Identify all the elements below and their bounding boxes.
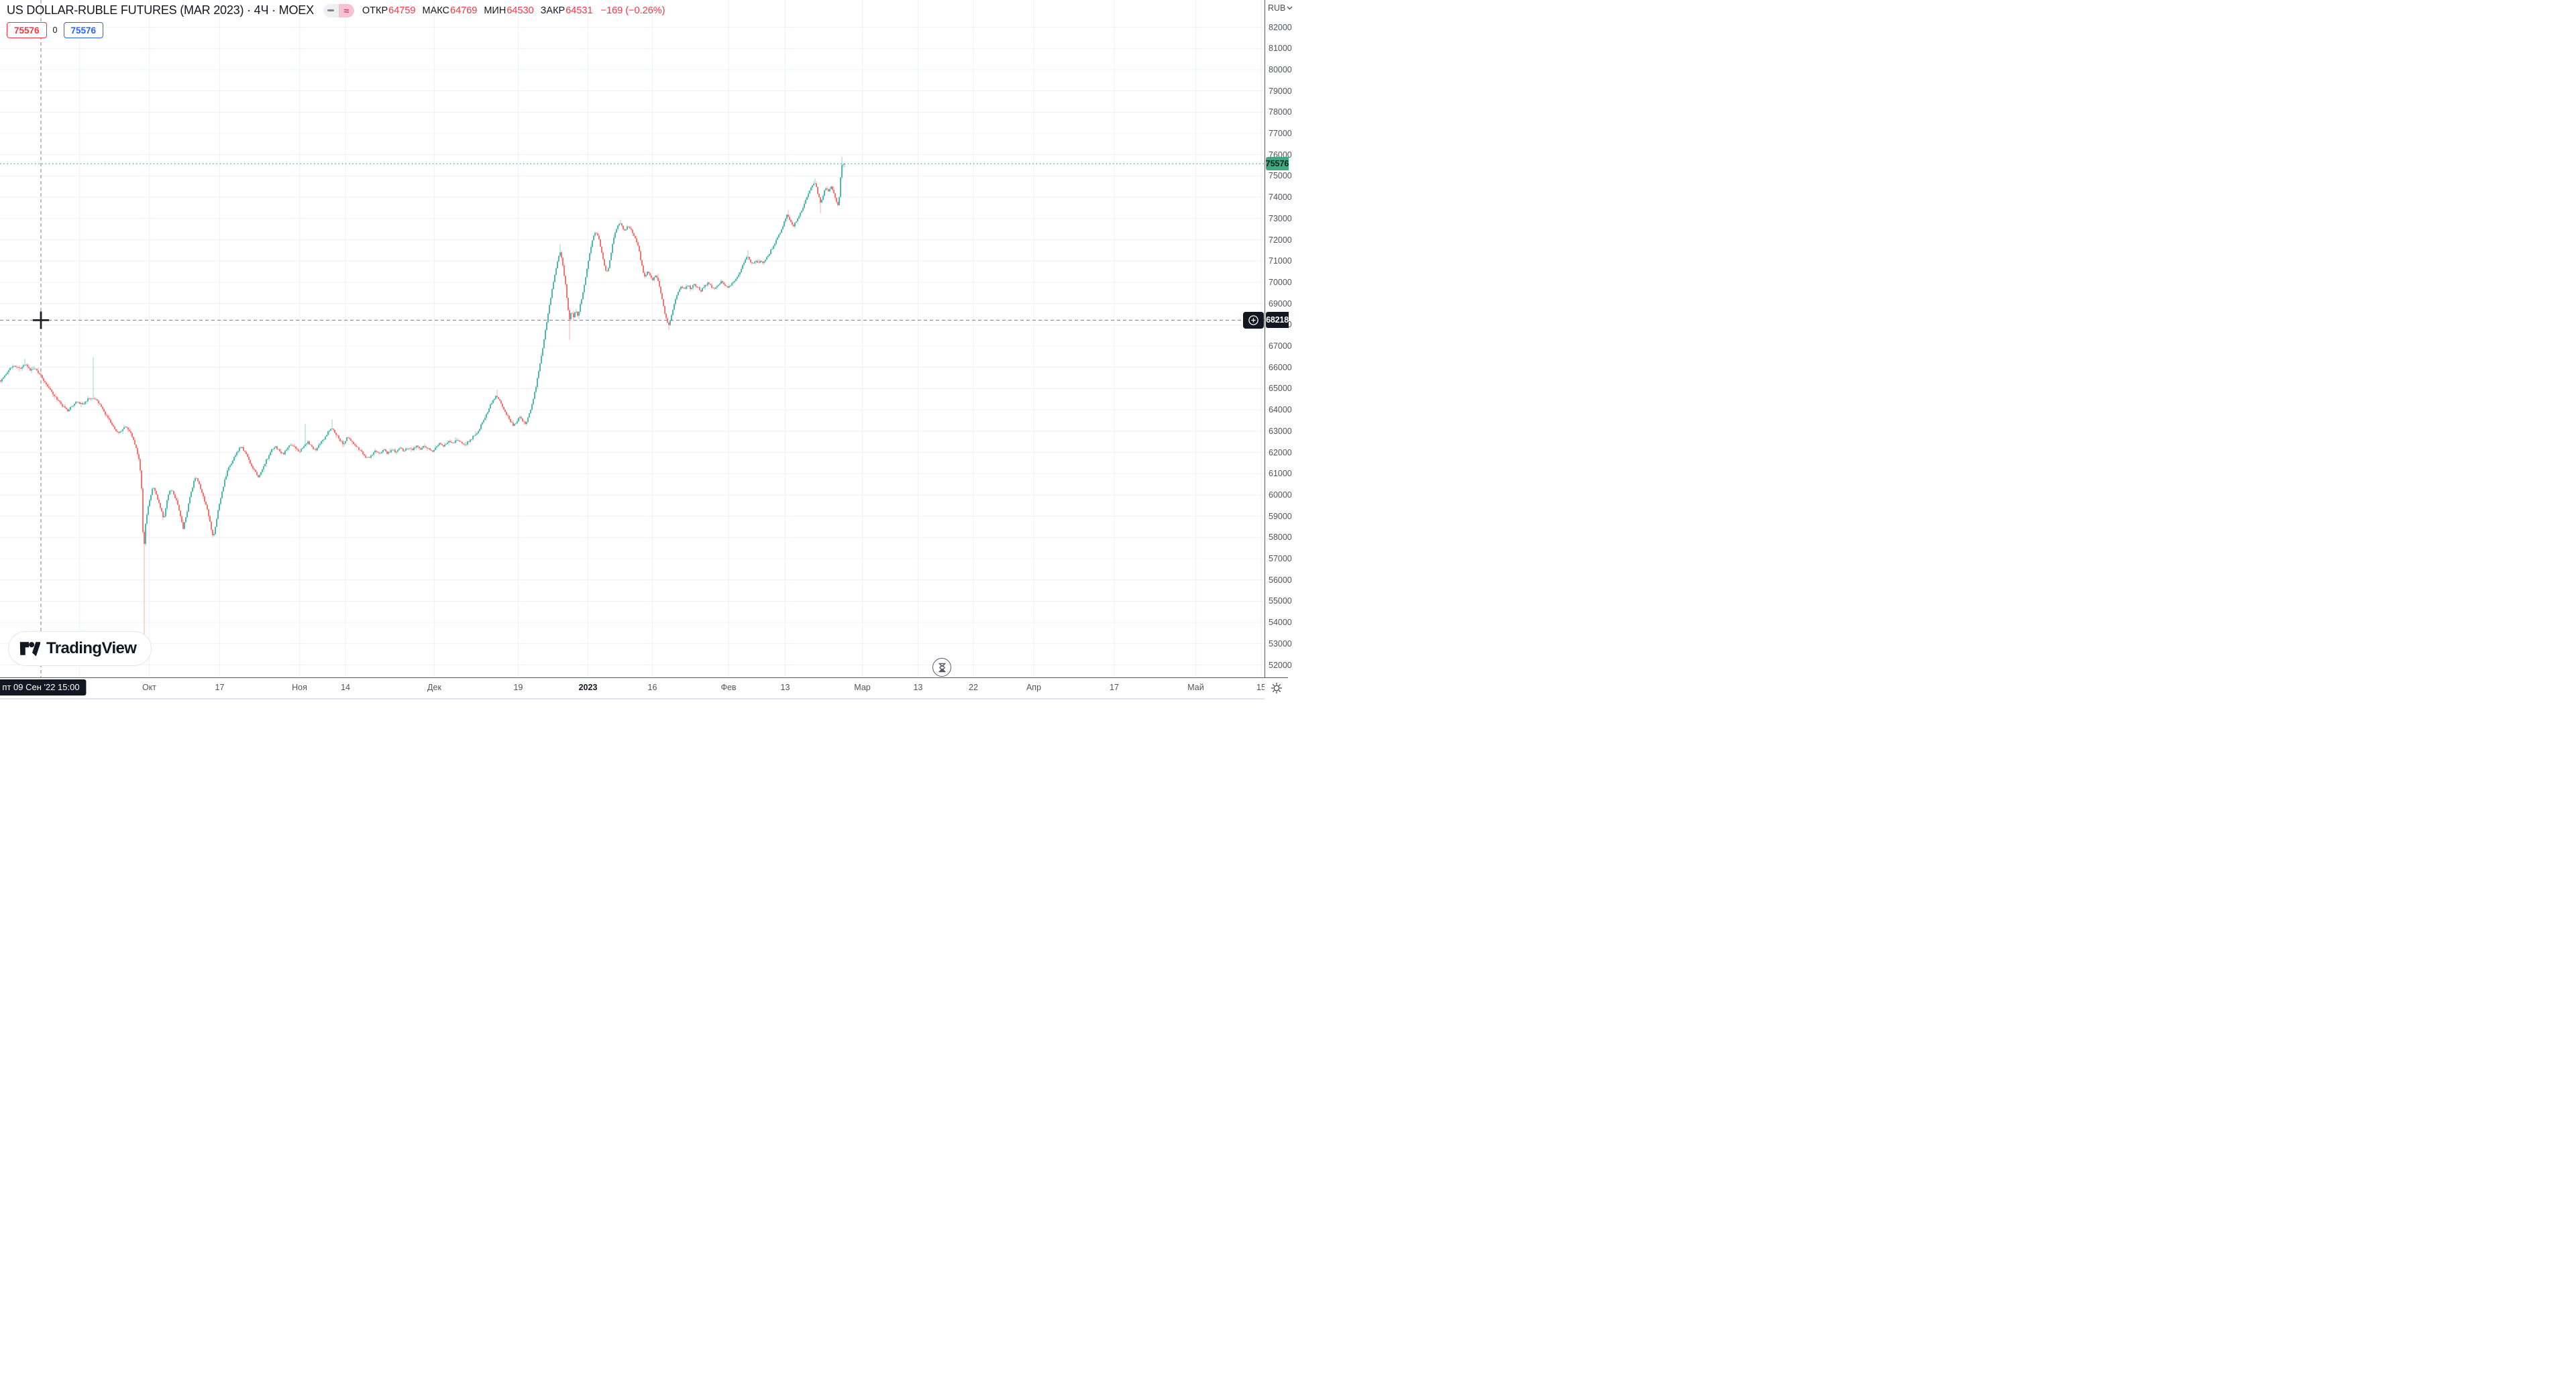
high-value: 64769 — [450, 5, 478, 16]
spread-value: 0 — [52, 25, 58, 35]
candlestick-chart[interactable] — [0, 0, 1265, 677]
price-tick-label: 59000 — [1269, 511, 1292, 521]
price-tick-label: 80000 — [1269, 64, 1292, 74]
price-tick-label: 64000 — [1269, 405, 1292, 415]
time-tick-label: Окт — [142, 683, 157, 692]
crosshair-time-tooltip: пт 09 Сен '22 15:00 — [0, 679, 87, 695]
tradingview-mark-icon — [19, 642, 40, 657]
price-tick-label: 65000 — [1269, 384, 1292, 394]
high-label: МАКС — [422, 5, 449, 16]
tradingview-chart-page: { "header": { "title": "US DOLLAR-RUBLE … — [0, 0, 1293, 700]
price-axis[interactable]: RUB 75576 68218 82000 81000 80000 79000 7800… — [1265, 0, 1293, 677]
currency-label: RUB — [1268, 3, 1286, 13]
low-label: МИН — [484, 5, 506, 16]
time-tick-label: 22 — [969, 683, 978, 692]
circle-plus-icon — [1248, 315, 1258, 325]
percent-change-mode-icon[interactable]: ≈ — [338, 3, 354, 17]
open-value: 64759 — [388, 5, 416, 16]
low-value: 64530 — [506, 5, 534, 16]
trade-buttons-row: 75576 0 75576 — [7, 22, 665, 38]
collapse-legend-icon[interactable] — [323, 3, 339, 17]
price-tick-label: 75000 — [1269, 171, 1292, 181]
price-tick-label: 55000 — [1269, 596, 1292, 606]
time-tick-label: 19 — [513, 683, 523, 692]
chart-settings-corner[interactable] — [1265, 677, 1288, 698]
time-tick-label: Апр — [1026, 683, 1042, 692]
tradingview-logo-text: TradingView — [46, 639, 137, 657]
last-price-badge: 75576 — [1266, 157, 1289, 171]
time-tick-label: 14 — [341, 683, 350, 692]
price-tick-label: 57000 — [1269, 554, 1292, 563]
hourglass-icon — [938, 663, 946, 672]
chart-header: US DOLLAR-RUBLE FUTURES (MAR 2023) · 4Ч … — [7, 3, 665, 38]
time-axis[interactable]: пт 09 Сен '22 15:00 9Окт17Ноя14Дек192023… — [0, 677, 1266, 700]
time-tick-label: 15 — [1256, 683, 1266, 692]
bar-countdown-button[interactable] — [932, 658, 951, 677]
close-label: ЗАКР — [540, 5, 566, 16]
close-value: 64531 — [566, 5, 593, 16]
change-value: −169 (−0.26%) — [600, 5, 665, 16]
time-tick-label: 13 — [780, 683, 790, 692]
price-tick-label: 72000 — [1269, 235, 1292, 245]
buy-button[interactable]: 75576 — [63, 22, 104, 38]
time-tick-label: Мар — [854, 683, 871, 692]
time-tick-label: 17 — [215, 683, 225, 692]
crosshair-price-badge: 68218 — [1266, 312, 1289, 329]
price-tick-label: 58000 — [1269, 533, 1292, 543]
legend-row: US DOLLAR-RUBLE FUTURES (MAR 2023) · 4Ч … — [7, 3, 665, 17]
gear-icon — [1271, 682, 1282, 694]
price-tick-label: 74000 — [1269, 192, 1292, 203]
price-tick-label: 66000 — [1269, 362, 1292, 372]
time-tick-label: Май — [1187, 683, 1204, 692]
price-tick-label: 53000 — [1269, 638, 1292, 649]
open-label: ОТКР — [362, 5, 388, 16]
time-tick-label: Фев — [720, 683, 737, 692]
price-tick-label: 56000 — [1269, 575, 1292, 585]
price-tick-label: 69000 — [1269, 298, 1292, 309]
price-tick-label: 61000 — [1269, 469, 1292, 479]
symbol-title[interactable]: US DOLLAR-RUBLE FUTURES (MAR 2023) · 4Ч … — [7, 3, 314, 17]
price-tick-label: 60000 — [1269, 490, 1292, 500]
add-alert-button[interactable] — [1243, 311, 1264, 329]
price-tick-label: 63000 — [1269, 426, 1292, 436]
price-tick-label: 71000 — [1269, 256, 1292, 266]
time-tick-label: 13 — [913, 683, 923, 692]
time-tick-label: 16 — [647, 683, 657, 692]
price-tick-label: 62000 — [1269, 447, 1292, 457]
price-tick-label: 78000 — [1269, 107, 1292, 117]
price-tick-label: 81000 — [1269, 44, 1292, 54]
price-tick-label: 79000 — [1269, 86, 1292, 96]
price-tick-label: 54000 — [1269, 618, 1292, 628]
time-tick-label: Дек — [427, 683, 441, 692]
tradingview-logo[interactable]: TradingView — [8, 631, 152, 666]
time-tick-label-year: 2023 — [578, 683, 598, 692]
sell-button[interactable]: 75576 — [7, 22, 47, 38]
legend-mode-toggle[interactable]: ≈ — [323, 3, 354, 17]
time-tick-label: Ноя — [292, 683, 307, 692]
price-tick-label: 67000 — [1269, 341, 1292, 351]
price-tick-label: 77000 — [1269, 129, 1292, 138]
price-tick-label: 73000 — [1269, 213, 1292, 223]
price-tick-label: 52000 — [1269, 660, 1292, 670]
time-tick-label: 17 — [1110, 683, 1119, 692]
price-tick-label: 70000 — [1269, 277, 1292, 287]
ohlc-legend: ОТКР 64759 МАКС 64769 МИН 64530 ЗАКР 645… — [362, 5, 665, 16]
currency-selector[interactable]: RUB — [1268, 3, 1293, 13]
dash-icon — [327, 9, 335, 12]
chevron-down-icon — [1287, 6, 1293, 10]
price-tick-label: 82000 — [1269, 22, 1292, 32]
